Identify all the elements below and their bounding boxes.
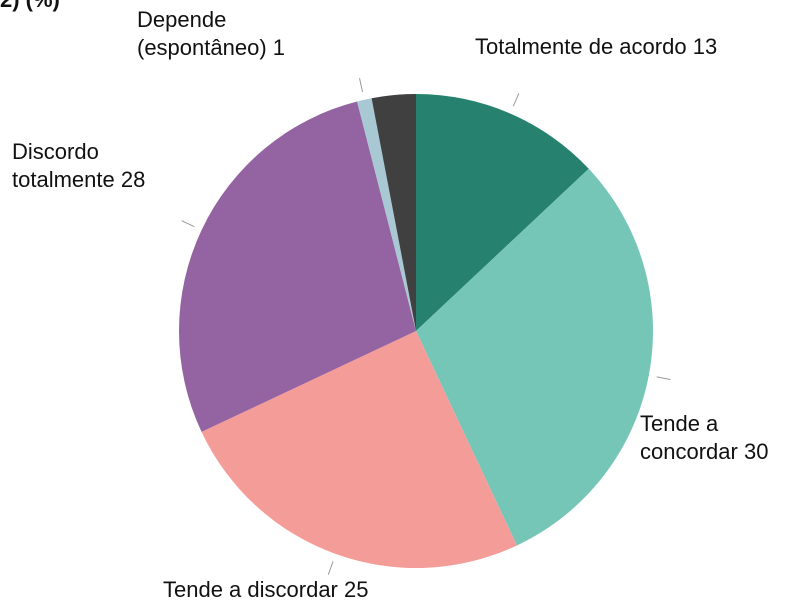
- pie-slice: [371, 94, 416, 331]
- leader-line: [327, 561, 334, 575]
- slice-label: Tende a discordar 25: [163, 576, 483, 604]
- category-label: Discordo totalmente: [12, 139, 115, 192]
- category-label: Tende a concordar: [640, 411, 738, 464]
- value-label: 28: [120, 167, 146, 192]
- chart-title: 2) (%): [0, 0, 60, 13]
- slice-label: Discordo totalmente 28: [12, 138, 182, 194]
- slice-label: Totalmente de acordo 13: [475, 33, 795, 61]
- value-label: 30: [743, 439, 769, 464]
- pie-slice: [416, 94, 589, 331]
- category-label: Depende (espontâneo): [137, 7, 267, 60]
- slice-label: Depende (espontâneo) 1: [137, 6, 312, 62]
- category-label: Totalmente de acordo: [475, 34, 687, 59]
- pie-slice: [357, 98, 416, 331]
- pie-slice: [416, 168, 654, 546]
- leader-line: [181, 220, 195, 228]
- category-label: Tende a discordar: [163, 577, 338, 602]
- pie-slice: [201, 331, 517, 568]
- leader-line: [656, 376, 671, 381]
- pie-slice: [178, 101, 416, 432]
- value-label: 13: [692, 34, 718, 59]
- leader-line: [512, 93, 520, 107]
- leader-line: [359, 78, 364, 93]
- value-label: 25: [344, 577, 369, 602]
- slice-label: Tende a concordar 30: [640, 410, 798, 466]
- value-label: 1: [272, 35, 286, 60]
